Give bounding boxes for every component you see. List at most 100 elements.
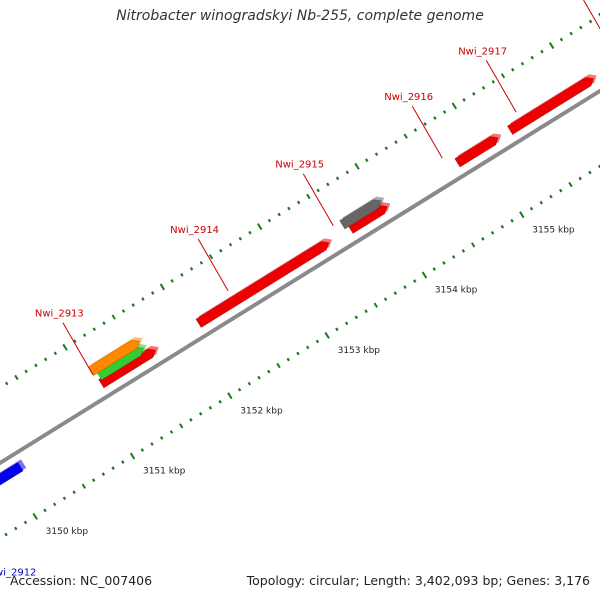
minor-tick (179, 423, 184, 429)
minor-tick (373, 302, 378, 308)
minor-tick (510, 218, 514, 223)
minor-tick (423, 122, 427, 126)
tick-label: 3153 kbp (338, 346, 381, 356)
minor-tick (131, 303, 135, 307)
minor-tick (403, 285, 407, 289)
minor-tick (529, 206, 534, 211)
minor-tick (316, 188, 320, 193)
minor-tick (208, 254, 214, 260)
gene-arrow-nwi-2913 (98, 348, 157, 389)
gene-arrow-nwi-2917 (506, 77, 594, 135)
minor-tick (140, 448, 144, 452)
minor-tick (24, 369, 28, 374)
minor-tick (121, 309, 126, 313)
major-tick (324, 331, 330, 339)
minor-tick (219, 248, 223, 253)
gene-label-nwi-2912: Nwi_2912 (0, 568, 36, 579)
minor-tick (383, 297, 388, 302)
minor-tick (218, 399, 222, 404)
minor-tick (14, 374, 19, 381)
minor-tick (481, 85, 486, 90)
tick-label: 3154 kbp (435, 286, 478, 296)
minor-tick (248, 230, 252, 235)
minor-tick (286, 357, 290, 362)
minor-tick (413, 279, 417, 283)
minor-tick (150, 442, 154, 446)
minor-tick (189, 266, 194, 271)
minor-tick (277, 212, 281, 217)
major-tick (548, 42, 555, 50)
gene-label-nwi-2917: Nwi_2917 (458, 46, 507, 57)
major-tick (32, 512, 38, 520)
minor-tick (228, 242, 233, 247)
minor-tick (451, 255, 456, 259)
minor-tick (208, 405, 213, 410)
minor-tick (500, 73, 506, 79)
minor-tick (34, 363, 38, 368)
gene-arrow-nwi-2916 (454, 136, 499, 168)
minor-tick (14, 526, 18, 531)
minor-tick (442, 110, 447, 114)
minor-tick (539, 200, 543, 205)
gene-label-nwi-2913: Nwi_2913 (35, 309, 84, 320)
minor-tick (23, 520, 28, 525)
minor-tick (198, 411, 203, 416)
gene-label-leader (197, 238, 229, 292)
genome-title: Nitrobacter winogradskyi Nb-255, complet… (116, 8, 484, 24)
major-tick (519, 211, 525, 219)
tick-label: 3151 kbp (143, 467, 186, 477)
minor-tick (296, 200, 301, 205)
minor-tick (393, 291, 398, 296)
minor-tick (160, 436, 164, 440)
gene-label-nwi-2914: Nwi_2914 (170, 225, 219, 236)
minor-tick (305, 345, 310, 350)
major-tick (227, 392, 233, 400)
minor-tick (461, 249, 466, 253)
minor-tick (92, 327, 97, 332)
minor-tick (588, 19, 593, 24)
gene-arrow (339, 199, 382, 230)
minor-tick (472, 92, 476, 96)
minor-tick (481, 237, 485, 241)
minor-tick (462, 98, 466, 102)
minor-tick (238, 236, 242, 241)
minor-tick (170, 279, 174, 283)
gene-label-nwi-2916: Nwi_2916 (384, 92, 433, 103)
minor-tick (365, 158, 369, 163)
minor-tick (558, 188, 563, 193)
minor-tick (588, 170, 592, 175)
tick-label: 3152 kbp (240, 406, 283, 416)
minor-tick (121, 460, 125, 464)
minor-tick (72, 490, 76, 495)
minor-tick (374, 152, 379, 157)
minor-tick (101, 472, 106, 477)
minor-tick (52, 502, 57, 507)
minor-tick (432, 267, 436, 271)
minor-tick (540, 49, 544, 54)
minor-tick (433, 116, 437, 120)
minor-tick (111, 466, 115, 470)
minor-tick (4, 381, 9, 386)
minor-tick (43, 357, 48, 362)
minor-tick (384, 146, 388, 151)
minor-tick (267, 218, 272, 223)
accession-text: Accession: NC_007406 (10, 573, 153, 588)
gene-label-leader (302, 173, 334, 226)
gene-labels: Nwi_2912 Nwi_2913 Nwi_2914 Nwi_2915 Nwi_2916… (0, 0, 600, 579)
major-tick (451, 102, 458, 110)
minor-tick (364, 309, 368, 314)
gene-label-nwi-2915: Nwi_2915 (275, 160, 324, 171)
minor-tick (344, 321, 349, 326)
minor-tick (559, 37, 564, 42)
minor-tick (326, 182, 330, 187)
major-tick (159, 283, 166, 291)
genome-backbone (0, 88, 600, 466)
minor-tick (578, 176, 582, 181)
gene-arrow-nwi-2912 (0, 461, 24, 486)
gene-features (0, 74, 597, 486)
minor-tick (403, 133, 408, 139)
minor-tick (568, 181, 573, 188)
minor-tick (335, 176, 340, 181)
minor-tick (91, 478, 96, 483)
